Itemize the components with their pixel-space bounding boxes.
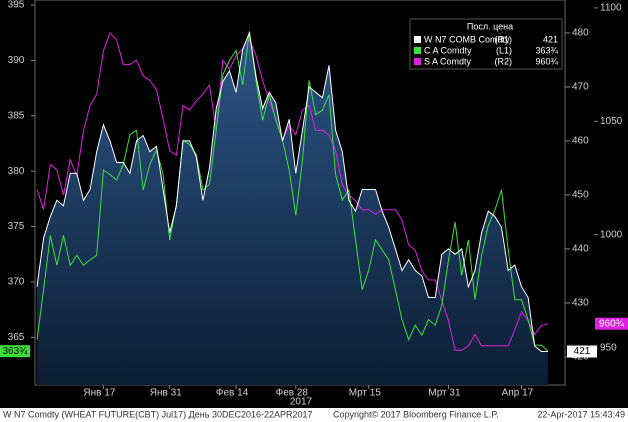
footer-right: 22-Apr-2017 15:43:49: [537, 409, 625, 419]
legend-box: [409, 18, 563, 70]
y-tick-label: 385: [8, 110, 25, 121]
y3-tick-label: 950: [600, 343, 617, 354]
year-label: 2017: [290, 397, 313, 408]
legend-swatch: [414, 36, 421, 43]
legend-value: 960¾: [535, 56, 558, 66]
legend-value: 421: [543, 34, 558, 44]
footer-left: W N7 Comdty (WHEAT FUTURE(CBT) Jul17) Де…: [3, 409, 313, 419]
last-value-label: 960¾: [599, 318, 625, 329]
x-tick-label: Янв 31: [150, 388, 182, 399]
legend-swatch: [414, 47, 421, 54]
x-tick-label: Янв 17: [83, 388, 115, 399]
y2-tick-label: 450: [572, 190, 589, 201]
series-line: [36, 31, 549, 351]
y3-tick-label: 1050: [600, 116, 623, 127]
area: [37, 32, 548, 386]
x-tick-label: Фев 28: [276, 388, 309, 399]
last-value-tag: [0, 345, 30, 358]
y-tick-label: 380: [8, 166, 25, 177]
y-tick-label: 375: [8, 221, 25, 232]
y-tick-label: 395: [8, 0, 25, 11]
series-line: [36, 31, 548, 352]
legend-swatch: [414, 58, 421, 65]
footer-bar: [0, 408, 628, 422]
y-tick-label: 390: [8, 55, 25, 66]
x-tick-label: Мрт 15: [349, 388, 382, 399]
y3-tick-label: 1000: [600, 229, 623, 240]
last-value-tag: [595, 317, 628, 330]
y-tick-label: 370: [8, 277, 25, 288]
last-value-tag: [567, 345, 597, 358]
footer-center: Copyright© 2017 Bloomberg Finance L.P.: [333, 409, 499, 419]
y2-tick-label: 480: [572, 28, 589, 39]
x-tick-label: Апр 17: [502, 388, 534, 399]
legend-label: W N7 COMB Comdty: [424, 34, 510, 44]
legend-axis: (R1): [495, 34, 513, 44]
last-value-label: 363¾: [2, 346, 28, 357]
legend-axis: (L1): [496, 45, 512, 55]
y2-tick-label: 460: [572, 136, 589, 147]
legend-label: S A Comdty: [424, 56, 472, 66]
last-value-label: 421: [574, 346, 591, 357]
series-line: [36, 31, 549, 352]
y2-tick-label: 470: [572, 82, 589, 93]
x-tick-label: Фев 14: [216, 388, 249, 399]
y2-tick-label: 440: [572, 244, 589, 255]
legend-title: Посл. цена: [467, 21, 513, 31]
y3-tick-label: 1100: [600, 3, 622, 14]
legend-label: C A Comdty: [424, 45, 472, 55]
legend-value: 363¾: [535, 45, 558, 55]
legend-axis: (R2): [495, 56, 513, 66]
x-tick-label: Мрт 31: [428, 388, 461, 399]
y2-tick-label: 430: [572, 298, 589, 309]
y-tick-label: 365: [8, 332, 25, 343]
